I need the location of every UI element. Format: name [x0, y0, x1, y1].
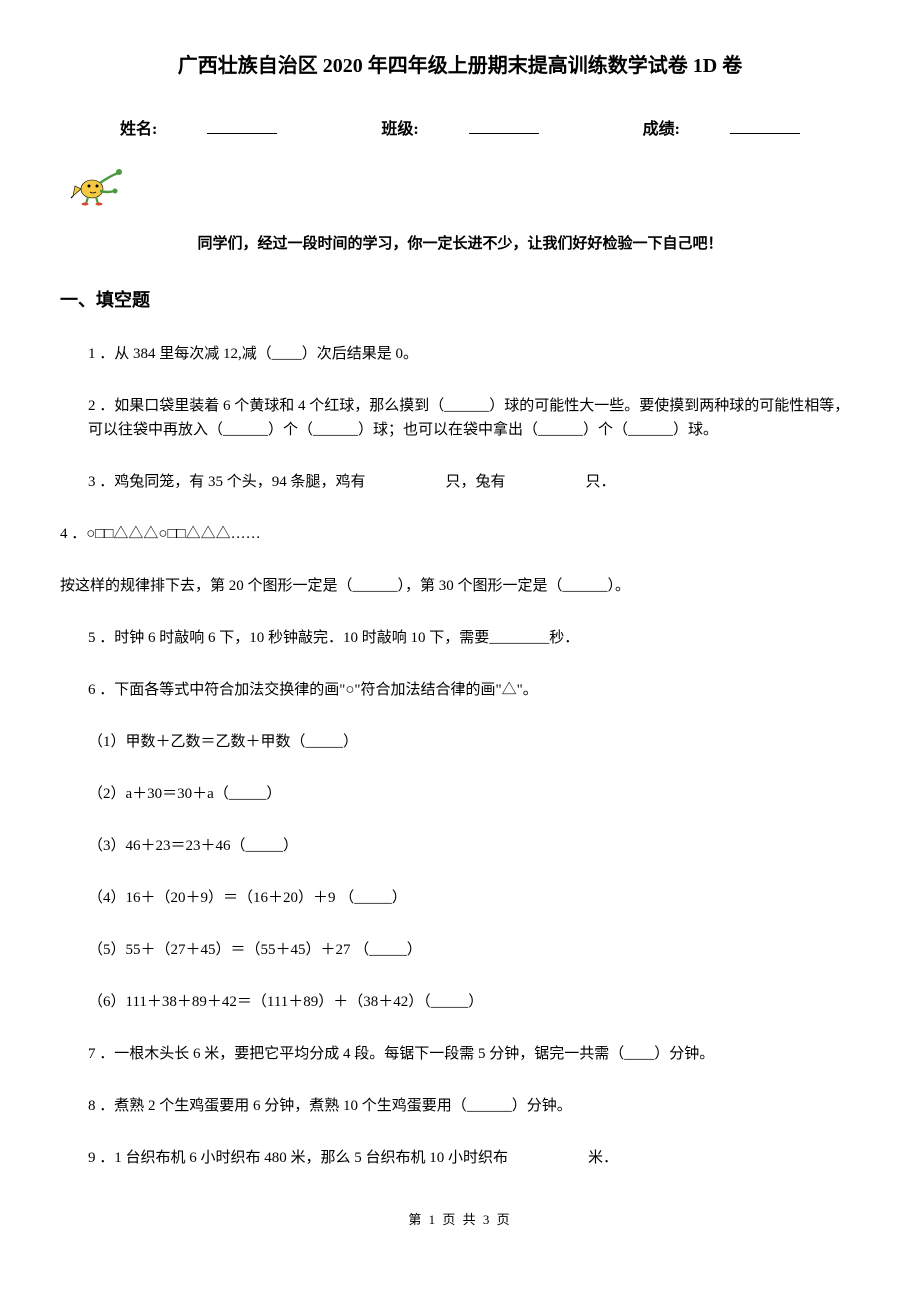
exam-title: 广西壮族自治区 2020 年四年级上册期末提高训练数学试卷 1D 卷: [60, 50, 860, 82]
question-6-3: （3）46＋23＝23＋46（_____）: [60, 834, 860, 858]
question-6-6: （6）111＋38＋89＋42＝（111＋89）＋（38＋42）（_____）: [60, 990, 860, 1014]
student-info-line: 姓名: 班级: 成绩:: [60, 117, 860, 143]
encourage-text: 同学们，经过一段时间的学习，你一定长进不少，让我们好好检验一下自己吧！: [60, 232, 860, 256]
question-6-5: （5）55＋（27＋45）＝（55＋45）＋27 （_____）: [60, 938, 860, 962]
question-1: 1 ．从 384 里每次减 12,减（____）次后结果是 0。: [60, 342, 860, 366]
name-field: 姓名:: [95, 121, 302, 138]
question-6-4: （4）16＋（20＋9）＝（16＋20）＋9 （_____）: [60, 886, 860, 910]
question-2: 2 ．如果口袋里装着 6 个黄球和 4 个红球，那么摸到（______）球的可能…: [60, 394, 860, 442]
question-5: 5 ．时钟 6 时敲响 6 下，10 秒钟敲完．10 时敲响 10 下，需要__…: [60, 626, 860, 650]
question-7: 7 ．一根木头长 6 米，要把它平均分成 4 段。每锯下一段需 5 分钟，锯完一…: [60, 1042, 860, 1066]
question-6-1: （1）甲数＋乙数＝乙数＋甲数（_____）: [60, 730, 860, 754]
page-footer: 第 1 页 共 3 页: [60, 1210, 860, 1231]
section-1-title: 一、填空题: [60, 286, 860, 315]
question-6-intro: 6 ．下面各等式中符合加法交换律的画"○"符合加法结合律的画"△"。: [60, 678, 860, 702]
question-9: 9 ．1 台织布机 6 小时织布 480 米，那么 5 台织布机 10 小时织布…: [60, 1146, 860, 1170]
question-8: 8 ．煮熟 2 个生鸡蛋要用 6 分钟，煮熟 10 个生鸡蛋要用（______）…: [60, 1094, 860, 1118]
score-field: 成绩:: [618, 121, 825, 138]
pencil-character-icon: [70, 161, 860, 214]
question-6-2: （2）a＋30＝30＋a（_____）: [60, 782, 860, 806]
question-3: 3 ．鸡兔同笼，有 35 个头，94 条腿，鸡有只，兔有只．: [60, 470, 860, 494]
class-field: 班级:: [356, 121, 563, 138]
question-4-text: 按这样的规律排下去，第 20 个图形一定是（______），第 30 个图形一定…: [60, 574, 860, 598]
question-4-pattern: 4 ．○□□△△△○□□△△△……: [60, 522, 860, 546]
